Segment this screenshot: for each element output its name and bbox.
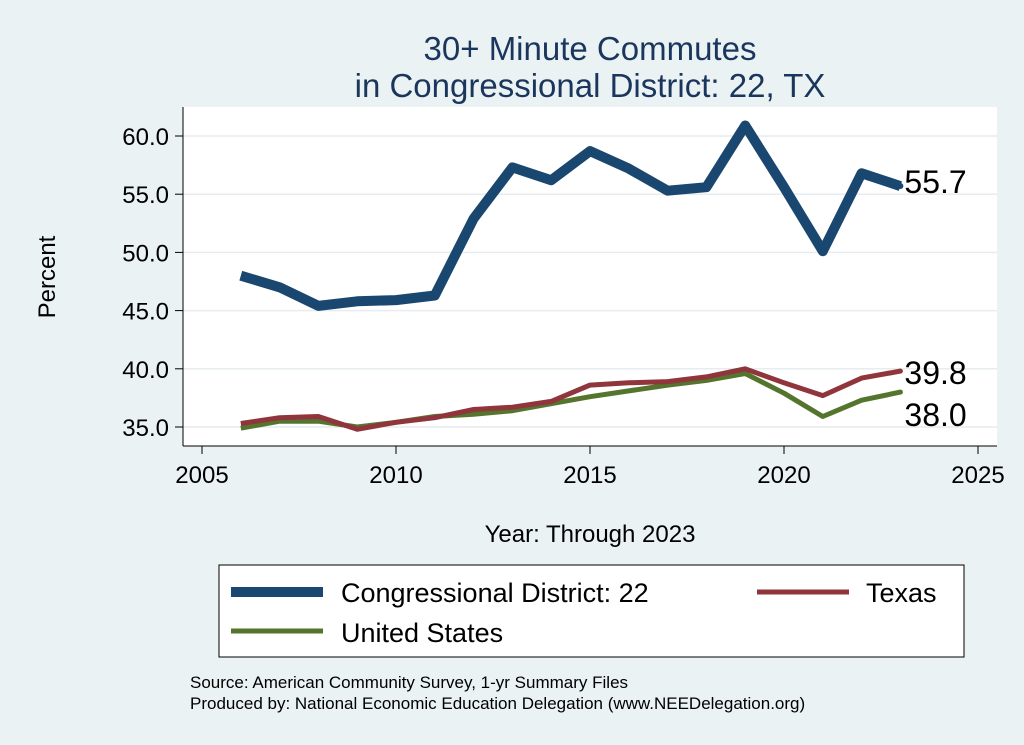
end-label-us: 38.0 [904,397,966,433]
end-marker-us [897,389,903,395]
end-marker-texas [897,368,903,374]
legend-label-district: Congressional District: 22 [341,578,649,608]
legend-box [218,564,965,658]
x-axis-title: Year: Through 2023 [485,521,696,548]
x-tick-label: 2020 [757,462,810,489]
y-tick-label: 55.0 [122,182,169,209]
legend: Congressional District: 22 Texas United … [218,564,965,658]
y-tick-label: 35.0 [122,415,169,442]
y-tick-label: 50.0 [122,240,169,267]
y-tick-label: 60.0 [122,124,169,151]
produced-by-line: Produced by: National Economic Education… [190,694,805,713]
y-axis-title: Percent [34,235,61,318]
end-label-district: 55.7 [904,164,966,200]
x-tick-label: 2005 [175,462,228,489]
chart-title-line-1: 30+ Minute Commutes [424,30,757,67]
end-marker-district [897,183,904,190]
y-tick-label: 45.0 [122,299,169,326]
x-tick-label: 2025 [951,462,1004,489]
x-tick-label: 2015 [563,462,616,489]
series-line-district [239,120,902,311]
end-labels: 55.7 39.8 38.0 [897,164,967,433]
series-lines [239,120,902,432]
legend-label-texas: Texas [866,578,937,608]
end-label-texas: 39.8 [904,355,966,391]
legend-label-us: United States [341,618,503,648]
x-tick-label: 2010 [369,462,422,489]
series-line-texas [240,366,901,432]
source-line: Source: American Community Survey, 1-yr … [190,673,628,692]
y-tick-label: 40.0 [122,357,169,384]
gridlines [183,135,997,428]
chart-title-line-2: in Congressional District: 22, TX [355,67,826,104]
plot-area [183,107,997,446]
axes: 35.0 40.0 45.0 50.0 55.0 60.0 2005 2010 2015 2020… [122,107,1005,489]
